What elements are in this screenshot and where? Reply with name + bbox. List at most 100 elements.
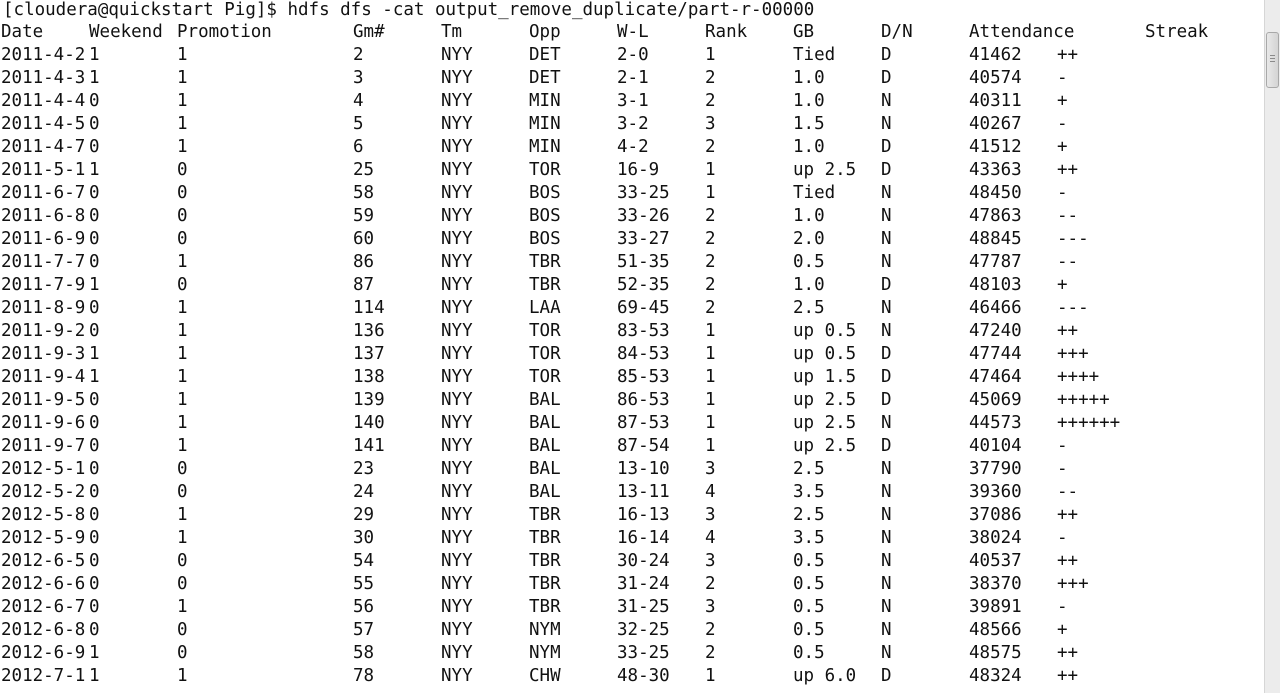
cell-attendance: 39891 (969, 597, 1022, 617)
cell-date: 2011-4-5 (1, 114, 86, 134)
vertical-scrollbar[interactable] (1264, 0, 1280, 693)
table-row: 2012-7-1 1 1 78 NYY CHW 48-30 1 up 6.0 D 48324 ++ (0, 665, 1264, 688)
cell-weekend: 0 (89, 390, 100, 410)
cell-streak: + (1057, 275, 1068, 295)
cell-team: NYY (441, 597, 473, 617)
cell-rank: 1 (705, 183, 716, 203)
cell-games-back: 1.0 (793, 91, 825, 111)
cell-attendance: 40311 (969, 91, 1022, 111)
cell-streak: ++ (1057, 505, 1079, 525)
cell-day-night: D (881, 137, 892, 157)
cell-rank: 3 (705, 551, 716, 571)
cell-weekend: 0 (89, 528, 100, 548)
cell-streak: ++++++ (1057, 413, 1121, 433)
cell-game-number: 58 (353, 643, 375, 663)
cell-day-night: N (881, 643, 892, 663)
cell-team: NYY (441, 367, 473, 387)
cell-attendance: 37086 (969, 505, 1022, 525)
cell-attendance: 43363 (969, 160, 1022, 180)
cell-weekend: 1 (89, 160, 100, 180)
cell-day-night: D (881, 390, 892, 410)
cell-day-night: N (881, 459, 892, 479)
cell-attendance: 41462 (969, 45, 1022, 65)
cell-team: NYY (441, 459, 473, 479)
cell-rank: 4 (705, 528, 716, 548)
cell-team: NYY (441, 114, 473, 134)
cell-opponent: LAA (529, 298, 561, 318)
cell-win-loss: 4-2 (617, 137, 649, 157)
cell-streak: -- (1057, 206, 1079, 226)
cell-rank: 2 (705, 137, 716, 157)
cell-games-back: 0.5 (793, 252, 825, 272)
cell-weekend: 0 (89, 551, 100, 571)
cell-streak: +++ (1057, 344, 1089, 364)
scrollbar-thumb[interactable] (1266, 32, 1279, 88)
table-header-row: Date Weekend Promotion Gm# Tm Opp W-L Rank GB D/N… (0, 21, 1264, 44)
cell-game-number: 136 (353, 321, 385, 341)
cell-team: NYY (441, 344, 473, 364)
cell-win-loss: 16-13 (617, 505, 670, 525)
cell-rank: 2 (705, 298, 716, 318)
cell-weekend: 1 (89, 275, 100, 295)
table-row: 2012-6-6 0 0 55 NYY TBR 31-24 2 0.5 N 38370 +++ (0, 573, 1264, 596)
cell-promotion: 1 (177, 528, 188, 548)
cell-game-number: 5 (353, 114, 364, 134)
cell-game-number: 87 (353, 275, 375, 295)
cell-streak: - (1057, 459, 1068, 479)
cell-day-night: D (881, 160, 892, 180)
cell-opponent: TBR (529, 597, 561, 617)
cell-game-number: 29 (353, 505, 375, 525)
cell-game-number: 141 (353, 436, 385, 456)
cell-team: NYY (441, 551, 473, 571)
cell-streak: - (1057, 183, 1068, 203)
cell-streak: ++ (1057, 551, 1079, 571)
cell-attendance: 39360 (969, 482, 1022, 502)
cell-opponent: BAL (529, 413, 561, 433)
cell-game-number: 86 (353, 252, 375, 272)
cell-date: 2012-5-2 (1, 482, 86, 502)
cell-promotion: 0 (177, 229, 188, 249)
cell-promotion: 0 (177, 643, 188, 663)
table-row: 2011-8-9 0 1 114 NYY LAA 69-45 2 2.5 N 46466 --- (0, 297, 1264, 320)
cell-attendance: 47240 (969, 321, 1022, 341)
cell-team: NYY (441, 574, 473, 594)
cell-games-back: up 2.5 (793, 413, 857, 433)
cell-attendance: 48324 (969, 666, 1022, 686)
cell-rank: 3 (705, 505, 716, 525)
cell-rank: 2 (705, 68, 716, 88)
cell-team: NYY (441, 183, 473, 203)
cell-day-night: N (881, 252, 892, 272)
cell-team: NYY (441, 528, 473, 548)
cell-win-loss: 13-10 (617, 459, 670, 479)
cell-game-number: 60 (353, 229, 375, 249)
cell-opponent: TOR (529, 367, 561, 387)
cell-opponent: NYM (529, 643, 561, 663)
cell-game-number: 4 (353, 91, 364, 111)
table-row: 2011-9-5 0 1 139 NYY BAL 86-53 1 up 2.5 D 45069 +++… (0, 389, 1264, 412)
cell-promotion: 1 (177, 321, 188, 341)
cell-date: 2011-8-9 (1, 298, 86, 318)
cell-attendance: 44573 (969, 413, 1022, 433)
cell-game-number: 3 (353, 68, 364, 88)
cell-win-loss: 3-2 (617, 114, 649, 134)
table-row: 2011-6-8 0 0 59 NYY BOS 33-26 2 1.0 N 47863 -- (0, 205, 1264, 228)
cell-opponent: TBR (529, 252, 561, 272)
cell-win-loss: 84-53 (617, 344, 670, 364)
cell-weekend: 0 (89, 229, 100, 249)
cell-streak: ++ (1057, 45, 1079, 65)
cell-day-night: N (881, 321, 892, 341)
cell-game-number: 55 (353, 574, 375, 594)
cell-games-back: 1.0 (793, 137, 825, 157)
cell-games-back: 0.5 (793, 620, 825, 640)
cell-promotion: 1 (177, 298, 188, 318)
cell-rank: 1 (705, 160, 716, 180)
cell-game-number: 57 (353, 620, 375, 640)
cell-weekend: 0 (89, 413, 100, 433)
cell-games-back: up 1.5 (793, 367, 857, 387)
cell-day-night: N (881, 91, 892, 111)
cell-day-night: D (881, 436, 892, 456)
cell-game-number: 59 (353, 206, 375, 226)
cell-rank: 1 (705, 367, 716, 387)
cell-rank: 1 (705, 436, 716, 456)
